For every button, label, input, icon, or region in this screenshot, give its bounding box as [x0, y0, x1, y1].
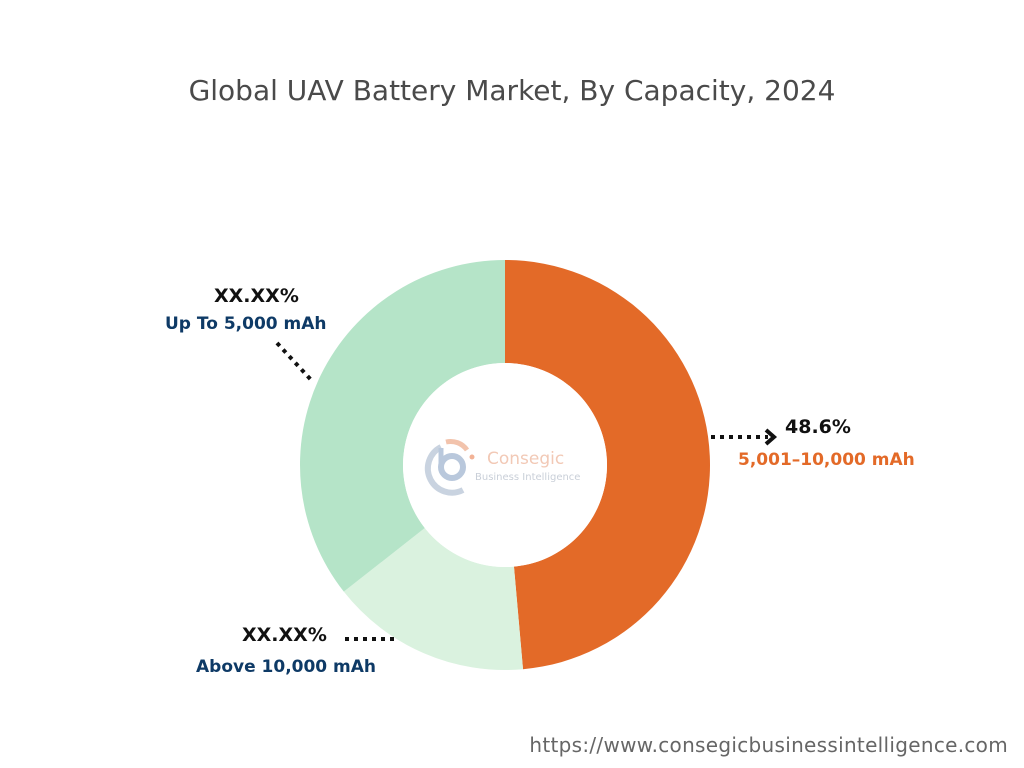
data-label-5001-10000-value: 48.6%	[785, 416, 851, 438]
slice-above-10-000-mah	[343, 528, 524, 670]
leader-up-to-5000	[275, 341, 315, 384]
data-label-above-10000: Above 10,000 mAh	[196, 657, 377, 677]
data-label-5001-10000: 5,001–10,000 mAh	[738, 450, 915, 470]
consegic-logo-icon	[424, 439, 475, 496]
data-label-above-10000-value: XX.XX%	[242, 624, 327, 646]
slice-up-to-5-000-mah	[300, 260, 505, 592]
data-label-up-to-5000: Up To 5,000 mAh	[165, 314, 327, 334]
chart-title: Global UAV Battery Market, By Capacity, …	[188, 74, 836, 107]
slice-5-001-10-000-mah	[505, 260, 711, 670]
leader-5001-10000-arrow-icon	[711, 428, 778, 446]
data-label-up-to-5000-value: XX.XX%	[214, 285, 299, 307]
source-url: https://www.consegicbusinessintelligence…	[529, 733, 1008, 757]
logo-tagline: Business Intelligence	[475, 472, 581, 483]
logo-name: Consegic	[487, 449, 565, 469]
donut-hole	[403, 363, 607, 567]
